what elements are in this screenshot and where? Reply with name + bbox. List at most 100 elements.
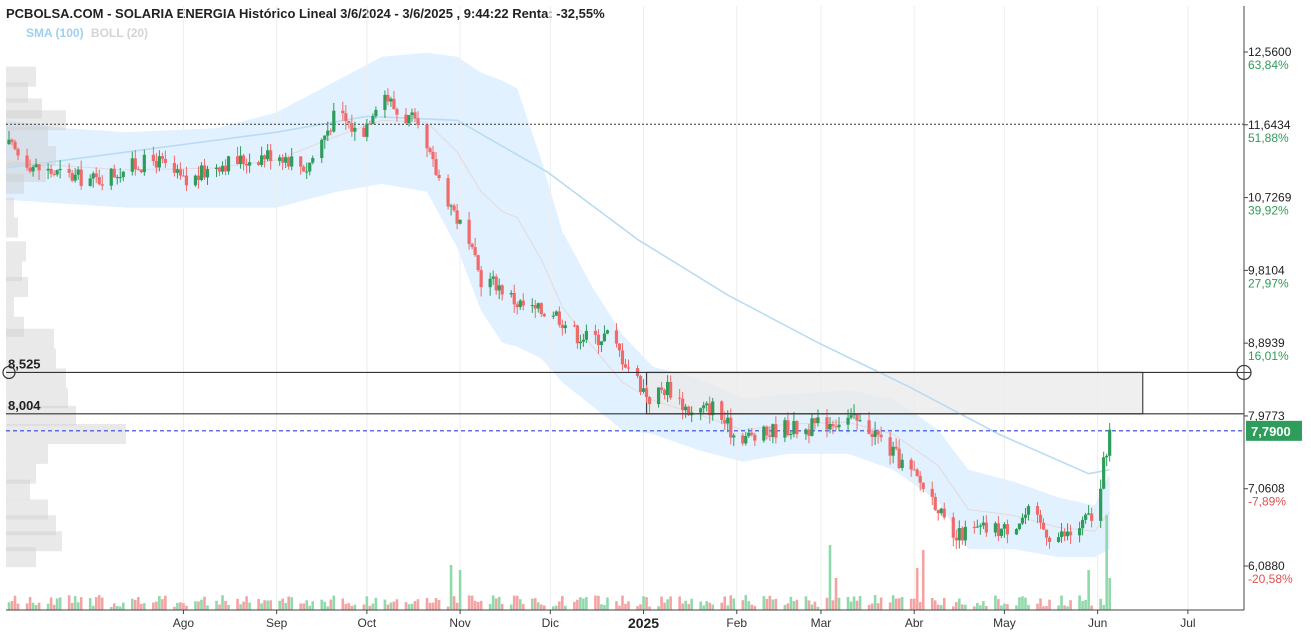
volume-bar (158, 595, 161, 610)
volume-profile-bar (6, 261, 22, 282)
volume-bar (13, 595, 17, 610)
candle-body (765, 426, 769, 436)
volume-bar (687, 604, 690, 610)
volume-bar (976, 602, 979, 610)
volume-bar (100, 597, 104, 610)
volume-profile-bar (6, 479, 30, 500)
volume-bar (413, 601, 417, 610)
candle-body (223, 165, 228, 172)
volume-bar (323, 601, 327, 610)
volume-bar (533, 598, 537, 610)
volume-bar (909, 598, 913, 610)
candle-body (951, 517, 955, 538)
level-handle-left[interactable] (2, 365, 16, 380)
volume-bar (964, 604, 967, 610)
volume-bar (837, 597, 841, 610)
candle-body (1041, 522, 1046, 530)
volume-profile-bar (6, 388, 68, 409)
candle-body (118, 177, 122, 179)
volume-bar (143, 603, 146, 610)
volume-bar (37, 602, 41, 610)
candle-body (879, 434, 883, 438)
candle-body (172, 163, 177, 173)
volume-bar (176, 602, 179, 610)
candle-body (897, 448, 901, 468)
candle-body (1056, 536, 1061, 542)
volume-bar (329, 599, 333, 610)
volume-bar (834, 578, 838, 610)
candle-body (434, 159, 438, 175)
candle-body (753, 434, 757, 441)
volume-bar (702, 605, 705, 610)
candle-body (638, 376, 643, 392)
candles (7, 88, 1112, 550)
volume-bar (515, 595, 519, 610)
candle-body (389, 98, 393, 102)
candle-body (810, 418, 814, 436)
x-tick-label: Dic (542, 616, 559, 630)
candle-body (16, 149, 20, 156)
y-tick-percent: 27,97% (1248, 276, 1289, 290)
candle-body (681, 398, 685, 411)
volume-bar (410, 603, 414, 610)
candle-body (849, 415, 853, 418)
volume-bar (958, 598, 961, 610)
volume-bar (660, 596, 663, 610)
candle-body (626, 367, 631, 369)
volume-bar (615, 601, 618, 610)
candle-body (1059, 531, 1064, 537)
candle-body (467, 219, 471, 244)
candle-body (659, 387, 664, 390)
candle-body (521, 300, 525, 306)
legend-boll[interactable]: BOLL (20) (90, 26, 149, 40)
volume-bar (918, 602, 922, 610)
volume-bar (849, 601, 853, 610)
volume-bar (891, 595, 895, 610)
candle-body (214, 167, 219, 170)
candle-body (909, 459, 913, 470)
volume-bar (828, 545, 832, 610)
volume-bar (900, 597, 904, 610)
candle-body (202, 165, 207, 178)
candle-body (217, 167, 222, 172)
volume-profile-bar (6, 197, 14, 218)
candle-body (762, 426, 766, 441)
candle-body (58, 168, 62, 171)
volume-bar (164, 595, 167, 610)
volume-profile-bar (6, 368, 66, 389)
candle-body (662, 389, 667, 396)
volume-bar (858, 596, 862, 610)
candle-body (205, 169, 210, 178)
volume-bar (281, 598, 284, 610)
volume-profile-bar (6, 424, 126, 445)
volume-bar (257, 598, 260, 610)
candle-body (25, 155, 29, 168)
x-tick-label: 2025 (628, 615, 659, 631)
candle-body (181, 175, 186, 177)
candle-body (142, 154, 146, 173)
volume-bar (287, 596, 290, 610)
candle-body (136, 169, 140, 171)
candle-body (825, 417, 829, 430)
volume-bar (1069, 600, 1072, 610)
candle-body (816, 417, 820, 424)
volume-profile-bar (6, 82, 28, 103)
volume-bar (437, 600, 441, 610)
candle-body (593, 330, 598, 335)
candle-body (458, 219, 462, 224)
candle-body (455, 210, 459, 224)
volume-bar (708, 602, 712, 610)
candle-body (491, 276, 495, 279)
volume-bar (888, 602, 892, 610)
candle-body (572, 325, 576, 327)
volume-bar (1063, 605, 1066, 610)
candle-body (196, 175, 201, 181)
candle-body (963, 526, 967, 541)
volume-bar (561, 596, 564, 610)
legend-sma[interactable]: SMA (100) (26, 26, 84, 40)
volume-bar (7, 602, 11, 610)
candle-body (7, 139, 11, 145)
volume-bar (512, 595, 516, 610)
candle-body (1087, 513, 1091, 515)
